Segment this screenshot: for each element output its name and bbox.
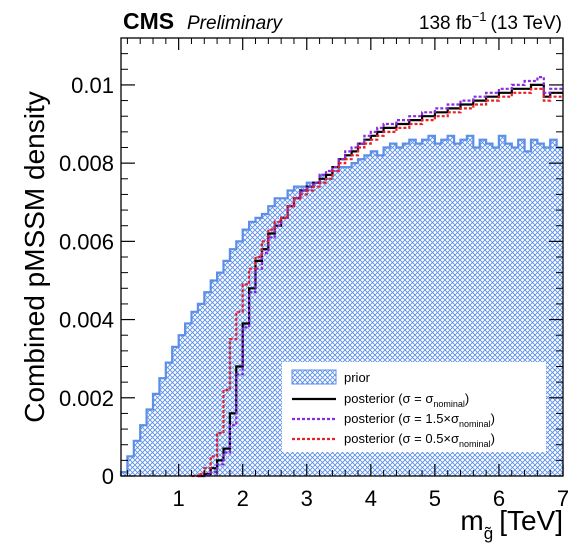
luminosity-label: 138 fb−1 (13 TeV) [419,9,562,34]
y-tick-label: 0.01 [71,73,114,98]
legend-label-posterior-1p5: posterior (σ = 1.5×σnominal) [344,411,495,429]
x-tick-label: 2 [237,486,249,511]
y-tick-label: 0 [102,464,114,489]
y-tick-label: 0.008 [59,151,114,176]
hist-posterior-0p5 [191,87,563,478]
x-tick-label: 7 [557,486,569,511]
x-tick-label: 5 [429,486,441,511]
x-tick-label: 4 [365,486,377,511]
x-tick-label: 1 [173,486,185,511]
hist-prior [119,134,563,476]
legend: prior posterior (σ = σnominal) posterior… [282,362,546,452]
x-tick-label: 3 [301,486,313,511]
hist-posterior-1p5 [197,76,563,478]
x-tick-label: 6 [493,486,505,511]
tick-layer: 1 2 3 4 5 6 7 0 0.002 0.004 0.006 0.008 0.01 [59,38,569,511]
legend-swatch-prior [291,369,337,385]
y-tick-label: 0.002 [59,386,114,411]
legend-label-prior: prior [344,370,371,385]
cms-label: CMS [123,8,174,34]
x-axis-title: mg̃ [TeV] [460,505,563,543]
preliminary-label: Preliminary [187,13,284,34]
y-tick-label: 0.006 [59,229,114,254]
legend-label-posterior-0p5: posterior (σ = 0.5×σnominal) [344,431,495,449]
y-axis-title: Combined pMSSM density [19,91,50,422]
y-tick-label: 0.004 [59,308,114,333]
legend-label-posterior-nominal: posterior (σ = σnominal) [344,391,469,409]
